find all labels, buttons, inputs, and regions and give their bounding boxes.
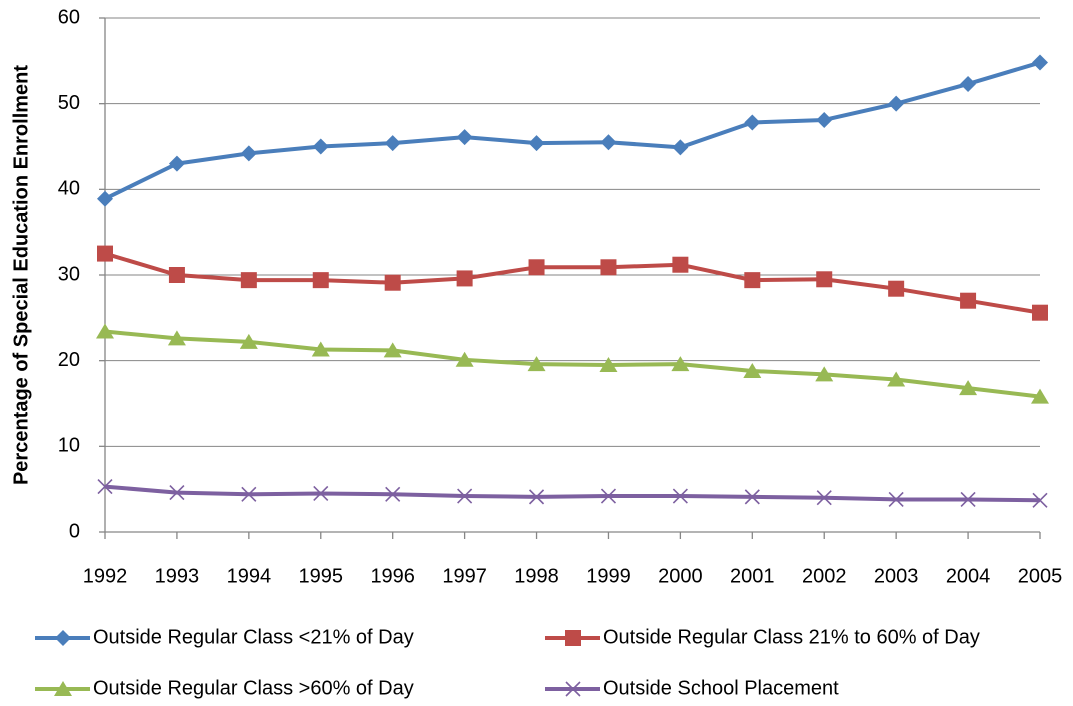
marker: [600, 134, 617, 151]
y-tick-label: 10: [58, 435, 80, 457]
x-tick-label: 2002: [802, 565, 847, 587]
marker: [455, 351, 474, 367]
marker: [816, 490, 832, 506]
y-tick-label: 50: [58, 92, 80, 114]
x-tick-label: 2004: [946, 565, 991, 587]
x-tick-label: 1995: [299, 565, 344, 587]
marker: [672, 256, 689, 273]
marker: [311, 341, 330, 357]
x-tick-label: 1999: [586, 565, 631, 587]
marker: [599, 356, 618, 372]
marker: [96, 323, 114, 339]
marker: [168, 155, 185, 172]
marker: [816, 271, 833, 288]
marker: [744, 489, 760, 505]
marker: [54, 681, 72, 696]
marker: [887, 371, 906, 387]
marker: [167, 330, 186, 346]
marker: [744, 272, 761, 289]
series-line: [104, 251, 1041, 315]
marker: [815, 366, 834, 382]
marker: [959, 380, 978, 396]
marker: [97, 245, 113, 262]
y-tick-label: 20: [58, 349, 80, 371]
marker: [888, 95, 905, 112]
marker: [240, 272, 257, 289]
marker: [600, 488, 617, 504]
legend-label: Outside Regular Class 21% to 60% of Day: [603, 626, 980, 648]
x-tick-label: 2001: [730, 565, 775, 587]
marker: [383, 342, 402, 358]
marker: [168, 267, 185, 283]
marker: [241, 486, 257, 502]
y-tick-label: 60: [58, 6, 80, 28]
y-tick-label: 30: [58, 263, 80, 285]
series-line: [104, 484, 1041, 503]
marker: [55, 630, 71, 646]
x-tick-label: 2003: [874, 565, 919, 587]
marker: [312, 138, 329, 155]
marker: [743, 362, 762, 378]
marker: [313, 485, 329, 502]
marker: [565, 630, 581, 646]
marker: [527, 356, 546, 372]
marker: [456, 129, 473, 146]
marker: [960, 491, 976, 508]
x-tick-label: 2000: [658, 565, 703, 587]
x-tick-label: 2005: [1018, 565, 1063, 587]
y-tick-label: 0: [69, 520, 80, 542]
marker: [384, 274, 401, 291]
marker: [239, 333, 258, 349]
marker: [240, 145, 257, 162]
marker: [888, 280, 905, 297]
marker: [528, 135, 545, 152]
series-line: [104, 329, 1041, 399]
marker: [385, 486, 401, 502]
marker: [960, 75, 977, 92]
legend-label: Outside Regular Class <21% of Day: [93, 626, 414, 648]
marker: [565, 681, 581, 697]
y-tick-label: 40: [58, 178, 80, 200]
x-tick-label: 1993: [155, 565, 200, 587]
marker: [97, 190, 113, 207]
marker: [1032, 304, 1048, 321]
marker: [960, 292, 977, 309]
marker: [97, 479, 113, 495]
marker: [744, 114, 761, 131]
legend-label: Outside Regular Class >60% of Day: [93, 677, 414, 699]
x-tick-label: 1994: [227, 565, 272, 587]
marker: [672, 488, 688, 504]
series-line: [104, 60, 1041, 201]
marker: [1032, 54, 1048, 71]
marker: [1032, 492, 1048, 508]
x-tick-label: 1998: [514, 565, 559, 587]
marker: [169, 485, 185, 501]
y-axis-label: Percentage of Special Education Enrollme…: [10, 65, 32, 485]
legend-label: Outside School Placement: [603, 677, 839, 699]
x-tick-label: 1996: [370, 565, 415, 587]
marker: [457, 488, 473, 504]
marker: [456, 270, 473, 287]
x-tick-label: 1992: [83, 565, 128, 587]
marker: [671, 356, 690, 372]
marker: [528, 259, 545, 276]
marker: [528, 489, 545, 505]
x-tick-label: 1997: [442, 565, 487, 587]
marker: [888, 491, 904, 508]
marker: [384, 135, 401, 152]
marker: [312, 272, 329, 289]
marker: [672, 139, 689, 156]
marker: [1031, 388, 1049, 404]
marker: [816, 111, 833, 128]
marker: [600, 259, 617, 276]
